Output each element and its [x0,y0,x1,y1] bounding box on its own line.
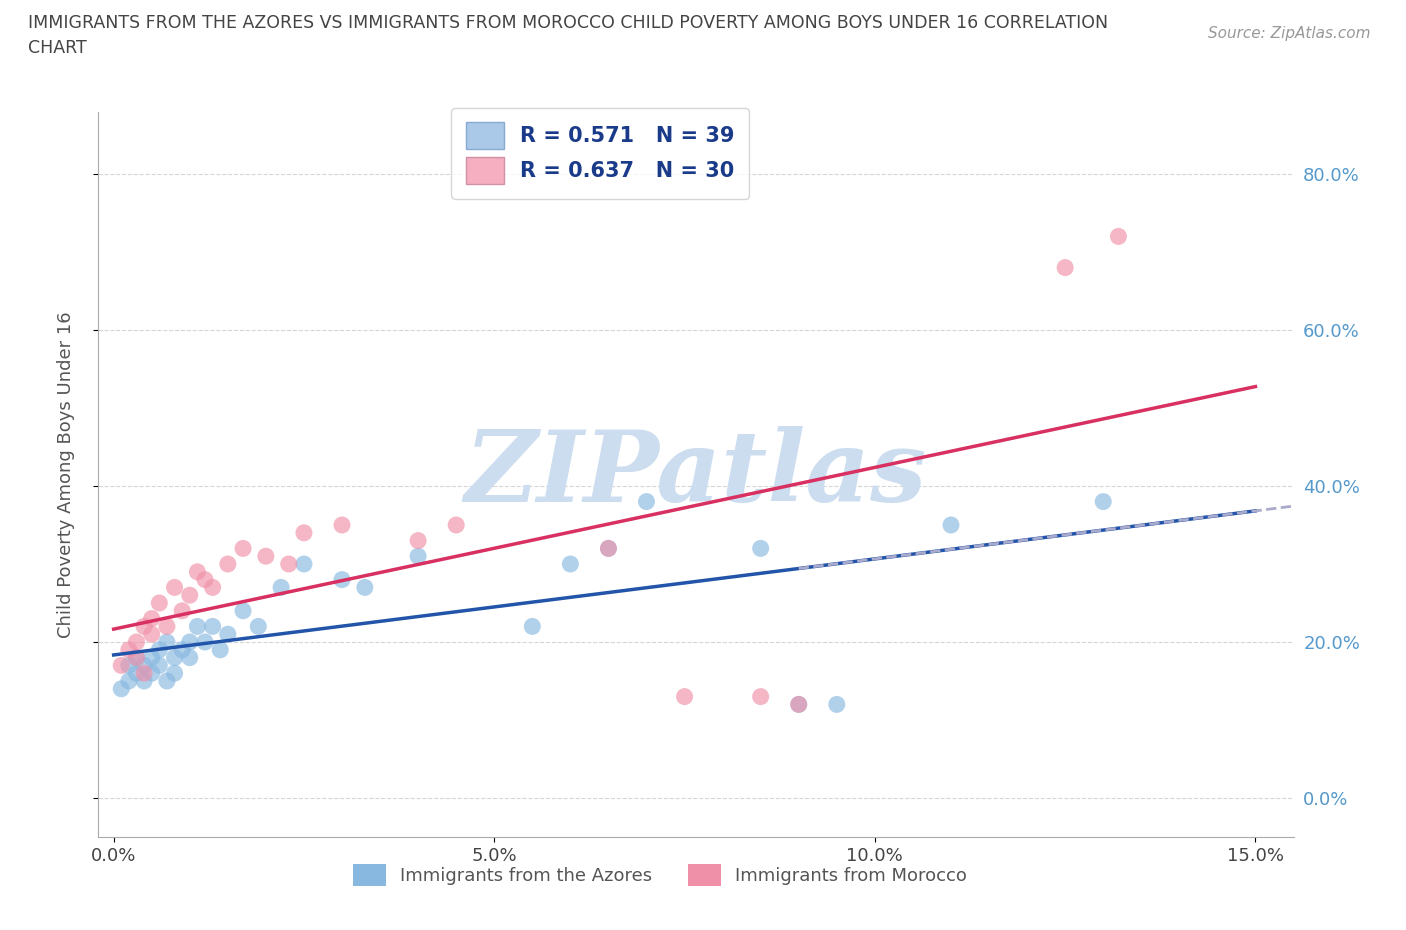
Point [277,556,299,571]
Point [598,541,620,556]
Point [125,650,148,665]
Point [1092,494,1115,509]
Text: Source: ZipAtlas.com: Source: ZipAtlas.com [1208,26,1371,41]
Point [1107,229,1129,244]
Text: CHART: CHART [28,39,87,57]
Point [125,634,148,649]
Point [787,697,810,711]
Point [125,650,148,665]
Point [330,518,353,533]
Point [194,572,217,587]
Point [163,650,186,665]
Point [217,556,239,571]
Point [406,549,429,564]
Point [172,643,194,658]
Point [560,556,582,571]
Point [179,634,201,649]
Point [232,541,254,556]
Point [232,604,254,618]
Point [825,697,848,711]
Point [179,650,201,665]
Point [353,580,375,595]
Point [217,627,239,642]
Point [787,697,810,711]
Point [186,619,208,634]
Point [163,666,186,681]
Point [110,658,132,672]
Point [141,650,163,665]
Point [110,682,132,697]
Point [209,643,232,658]
Y-axis label: Child Poverty Among Boys Under 16: Child Poverty Among Boys Under 16 [56,311,75,638]
Point [148,643,170,658]
Point [1054,260,1077,275]
Point [939,518,962,533]
Point [156,673,179,688]
Point [292,556,315,571]
Point [270,580,292,595]
Point [132,658,155,672]
Point [156,634,179,649]
Point [522,619,544,634]
Point [444,518,467,533]
Point [118,658,141,672]
Point [749,689,772,704]
Point [330,572,353,587]
Point [156,619,179,634]
Point [186,565,208,579]
Legend: Immigrants from the Azores, Immigrants from Morocco: Immigrants from the Azores, Immigrants f… [346,857,974,893]
Point [141,666,163,681]
Point [179,588,201,603]
Point [201,619,224,634]
Point [148,595,170,610]
Point [125,666,148,681]
Point [636,494,658,509]
Point [292,525,315,540]
Point [172,604,194,618]
Point [132,666,155,681]
Point [201,580,224,595]
Point [132,619,155,634]
Point [118,673,141,688]
Point [749,541,772,556]
Point [406,533,429,548]
Point [598,541,620,556]
Point [141,611,163,626]
Text: ZIPatlas: ZIPatlas [465,426,927,523]
Point [148,658,170,672]
Text: IMMIGRANTS FROM THE AZORES VS IMMIGRANTS FROM MOROCCO CHILD POVERTY AMONG BOYS U: IMMIGRANTS FROM THE AZORES VS IMMIGRANTS… [28,14,1108,32]
Point [673,689,696,704]
Point [141,627,163,642]
Point [163,580,186,595]
Point [247,619,270,634]
Point [132,673,155,688]
Point [118,643,141,658]
Point [254,549,277,564]
Point [194,634,217,649]
